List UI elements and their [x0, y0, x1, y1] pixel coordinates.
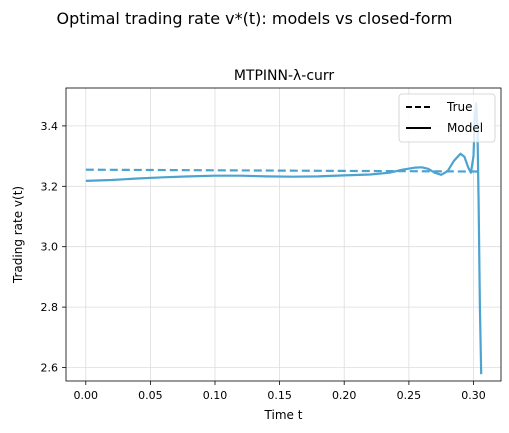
legend: True Model [398, 93, 496, 143]
y-tick-label: 3.2 [41, 180, 59, 193]
x-axis: 0.00 0.05 0.10 0.15 0.20 0.25 0.30 [74, 381, 486, 402]
legend-true-label: True [446, 100, 473, 114]
y-axis-label: Trading rate v(t) [11, 186, 25, 284]
x-tick-label: 0.20 [332, 389, 357, 402]
x-tick-label: 0.10 [203, 389, 228, 402]
legend-frame [398, 93, 496, 143]
series-line-true [85, 168, 482, 173]
chart-title: MTPINN-λ-curr [234, 68, 335, 84]
x-axis-label: Time t [264, 408, 303, 422]
plot-frame [65, 87, 502, 382]
y-axis: 2.6 2.8 3.0 3.2 3.4 [41, 120, 66, 375]
figure-suptitle: Optimal trading rate v*(t): models vs cl… [57, 9, 453, 28]
y-tick-label: 3.0 [41, 241, 59, 254]
legend-model-label: Model [447, 121, 483, 135]
y-tick-label: 3.4 [41, 120, 59, 133]
x-tick-label: 0.05 [138, 389, 163, 402]
x-tick-label: 0.15 [267, 389, 292, 402]
y-tick-label: 2.8 [41, 301, 59, 314]
x-tick-label: 0.00 [74, 389, 99, 402]
y-tick-label: 2.6 [41, 362, 59, 375]
x-tick-label: 0.25 [397, 389, 422, 402]
x-tick-label: 0.30 [461, 389, 486, 402]
